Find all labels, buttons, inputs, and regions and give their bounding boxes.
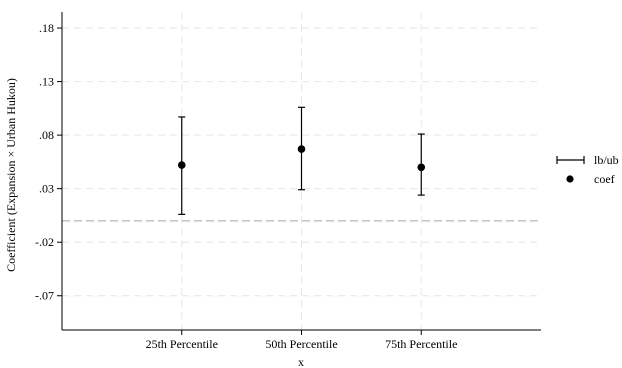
y-tick-label: .08: [39, 128, 54, 142]
coef-point: [177, 161, 186, 169]
marks-layer: [177, 106, 426, 215]
legend-item-coef: coef: [566, 172, 615, 186]
legend-label-coef: coef: [594, 172, 615, 186]
x-tick-label: 50th Percentile: [265, 337, 337, 351]
legend-label-lb-ub: lb/ub: [594, 153, 619, 167]
y-tick-label: -.07: [35, 289, 54, 303]
y-tick-label: -.02: [35, 235, 54, 249]
coef-point: [297, 145, 306, 153]
x-tick-label: 75th Percentile: [385, 337, 457, 351]
legend: lb/ub coef: [556, 153, 619, 186]
y-tick-label: .18: [39, 21, 54, 35]
y-tick-label: .03: [39, 182, 54, 196]
x-axis-title: x: [298, 355, 304, 368]
y-tick-label: .13: [39, 75, 54, 89]
axes-layer: -.07 -.02 .03 .08 .13 .18 25th Percentile 50th …: [35, 12, 541, 351]
x-tick-label: 25th Percentile: [146, 337, 218, 351]
legend-marker-coef: [566, 175, 574, 183]
coef-point: [417, 163, 426, 172]
y-axis-title: Coefficient (Expansion × Urban Hukou): [4, 78, 18, 272]
legend-item-lb-ub: lb/ub: [556, 153, 619, 167]
